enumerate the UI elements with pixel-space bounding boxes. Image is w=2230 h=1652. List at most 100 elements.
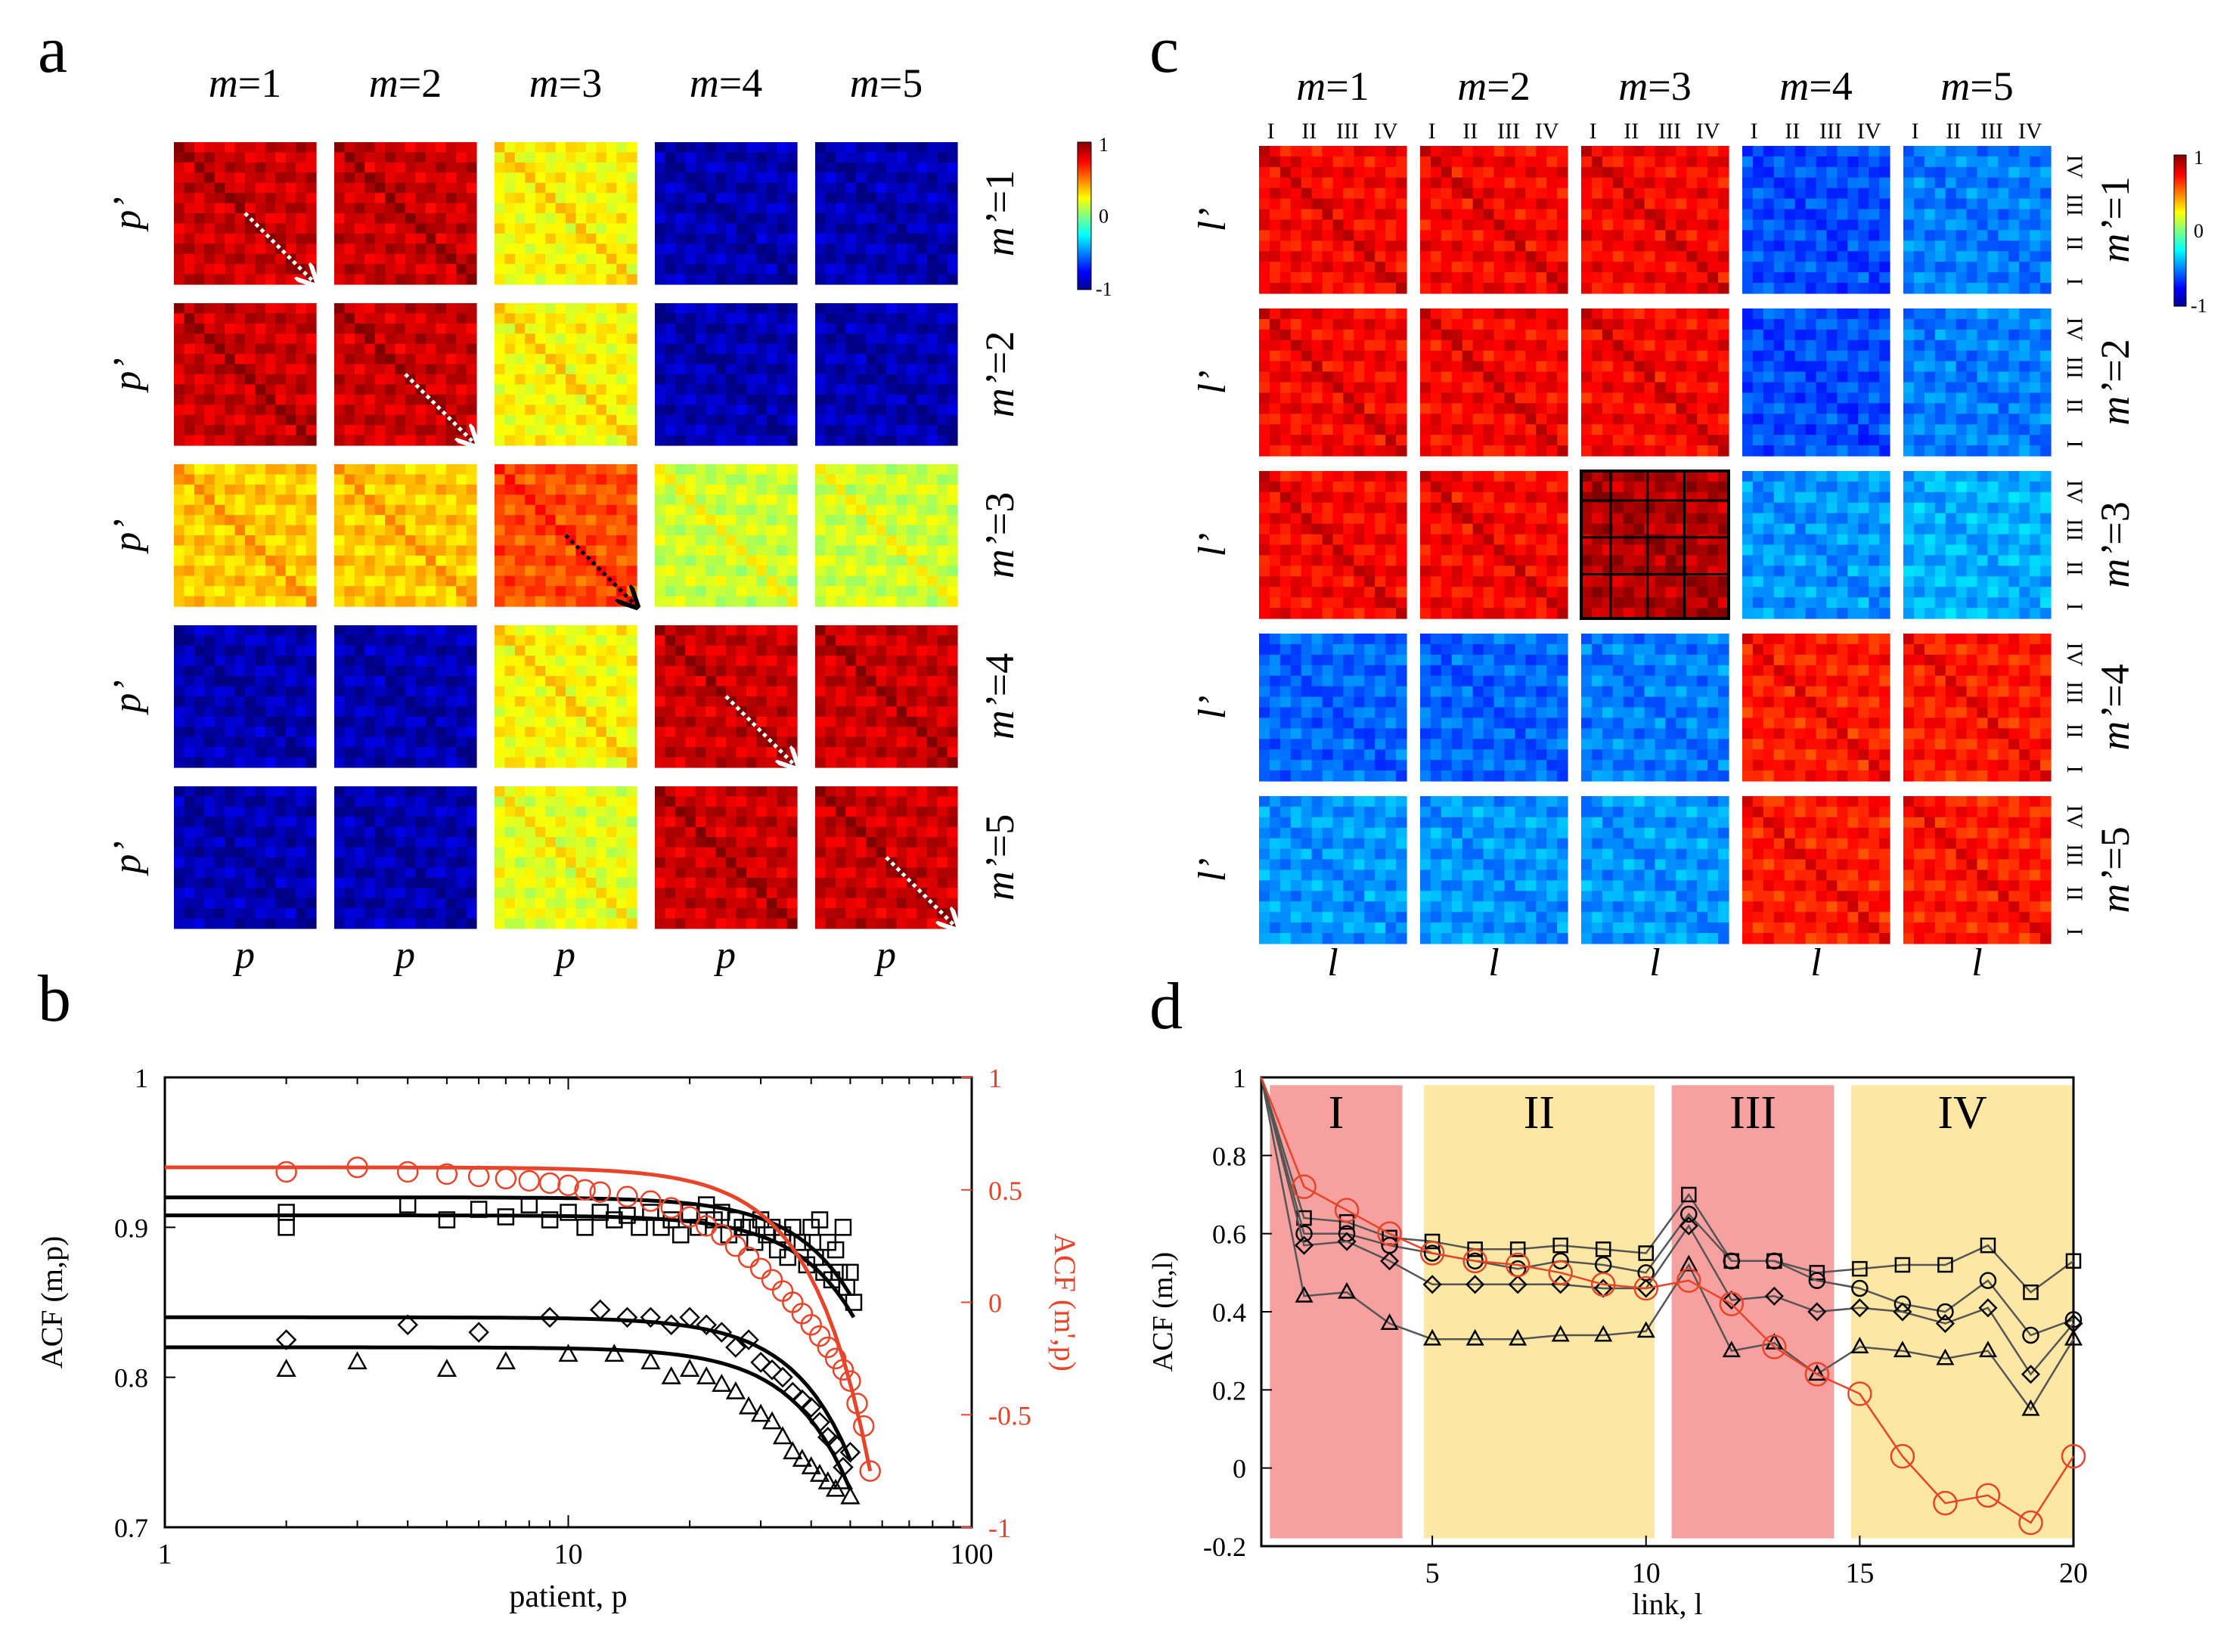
heatmap-pixel <box>436 223 447 234</box>
heatmap-pixel <box>575 566 587 577</box>
heatmap-pixel <box>255 213 266 225</box>
heatmap-pixel <box>255 676 266 687</box>
heatmap-pixel <box>655 213 666 225</box>
heatmap-pixel <box>555 172 566 184</box>
heatmap-pixel <box>886 233 898 244</box>
heatmap-pixel <box>815 686 827 697</box>
heatmap-pixel <box>466 545 477 556</box>
heatmap-pixel <box>917 404 928 416</box>
heatmap-pixel <box>204 877 216 888</box>
heatmap-pixel <box>214 817 225 828</box>
heatmap-pixel <box>174 223 185 234</box>
heatmap-pixel <box>555 264 566 275</box>
heatmap-pixel <box>906 908 917 919</box>
heatmap-pixel <box>395 696 406 708</box>
heatmap-pixel <box>825 233 836 244</box>
heatmap-pixel <box>715 313 727 324</box>
heatmap-pixel <box>825 142 836 153</box>
heatmap-pixel <box>296 494 307 506</box>
heatmap-pixel <box>535 727 546 738</box>
heatmap-pixel <box>706 686 717 697</box>
heatmap-pixel <box>535 525 546 536</box>
heatmap-pixel <box>285 566 296 577</box>
heatmap-pixel <box>306 847 317 858</box>
heatmap-pixel <box>786 504 798 516</box>
heatmap-pixel <box>214 555 225 566</box>
heatmap-pixel <box>665 706 676 718</box>
heatmap-pixel <box>545 897 557 909</box>
heatmap-pixel <box>665 796 676 807</box>
heatmap-pixel <box>415 525 426 536</box>
heatmap-pixel <box>736 474 747 485</box>
heatmap-pixel <box>855 404 867 416</box>
heatmap-pixel <box>937 504 948 516</box>
heatmap-pixel <box>855 645 867 656</box>
heatmap-pixel <box>896 826 907 838</box>
heatmap-pixel <box>364 333 376 345</box>
heatmap-pixel <box>655 384 666 395</box>
heatmap-pixel <box>194 625 205 637</box>
heatmap-pixel <box>225 384 236 395</box>
heatmap-pixel <box>906 274 917 285</box>
heatmap-pixel <box>706 888 717 899</box>
heatmap-pixel <box>675 786 686 798</box>
heatmap-pixel <box>695 847 706 858</box>
heatmap-pixel <box>626 908 637 919</box>
heatmap-pixel <box>436 474 447 485</box>
heatmap-pixel <box>575 908 587 919</box>
heatmap-pixel <box>456 404 467 416</box>
heatmap-pixel <box>405 414 417 426</box>
heatmap-pixel <box>204 384 216 395</box>
heatmap-pixel <box>606 435 617 446</box>
heatmap-pixel <box>937 706 948 718</box>
heatmap-pixel <box>947 897 958 909</box>
heatmap-pixel <box>174 233 185 244</box>
heatmap-pixel <box>695 786 706 798</box>
heatmap-pixel <box>214 586 225 597</box>
heatmap-pixel <box>374 686 386 697</box>
heatmap-pixel <box>606 847 617 858</box>
heatmap-pixel <box>405 736 417 748</box>
heatmap-pixel <box>855 847 867 858</box>
heatmap-pixel <box>214 203 225 214</box>
heatmap-pixel <box>855 354 867 365</box>
heatmap-pixel <box>585 142 597 153</box>
heatmap-pixel <box>786 384 798 395</box>
heatmap-pixel <box>334 364 346 375</box>
heatmap-pixel <box>204 223 216 234</box>
heatmap-pixel <box>695 545 706 556</box>
heatmap-pixel <box>886 435 898 446</box>
heatmap-pixel <box>334 223 346 234</box>
heatmap-pixel <box>354 172 365 184</box>
heatmap-pixel <box>715 394 727 405</box>
heatmap-pixel <box>585 394 597 405</box>
heatmap-pixel <box>626 384 637 395</box>
heatmap-pixel <box>825 343 836 355</box>
heatmap-pixel <box>425 494 436 506</box>
heatmap-pixel <box>726 665 737 677</box>
heatmap-pixel <box>706 676 717 687</box>
heatmap-pixel <box>585 806 597 817</box>
heatmap-pixel <box>344 323 355 334</box>
heatmap-pixel <box>194 897 205 909</box>
heatmap-pixel <box>876 806 887 817</box>
heatmap-pixel <box>596 918 607 929</box>
heatmap-pixel <box>545 535 557 547</box>
heatmap-pixel <box>364 888 376 899</box>
heatmap-pixel <box>906 786 917 798</box>
heatmap-pixel <box>436 696 447 708</box>
heatmap-pixel <box>555 474 566 485</box>
heatmap-pixel <box>436 233 447 244</box>
heatmap-pixel <box>695 837 706 848</box>
heatmap-pixel <box>184 786 195 798</box>
heatmap-pixel <box>626 213 637 225</box>
heatmap-pixel <box>436 253 447 265</box>
heatmap-pixel <box>835 908 846 919</box>
heatmap-pixel <box>545 786 557 798</box>
heatmap-pixel <box>445 374 457 386</box>
heatmap-pixel <box>306 918 317 929</box>
heatmap-pixel <box>685 847 696 858</box>
heatmap-pixel <box>835 162 846 173</box>
heatmap-pixel <box>204 586 216 597</box>
heatmap-pixel <box>525 837 536 848</box>
